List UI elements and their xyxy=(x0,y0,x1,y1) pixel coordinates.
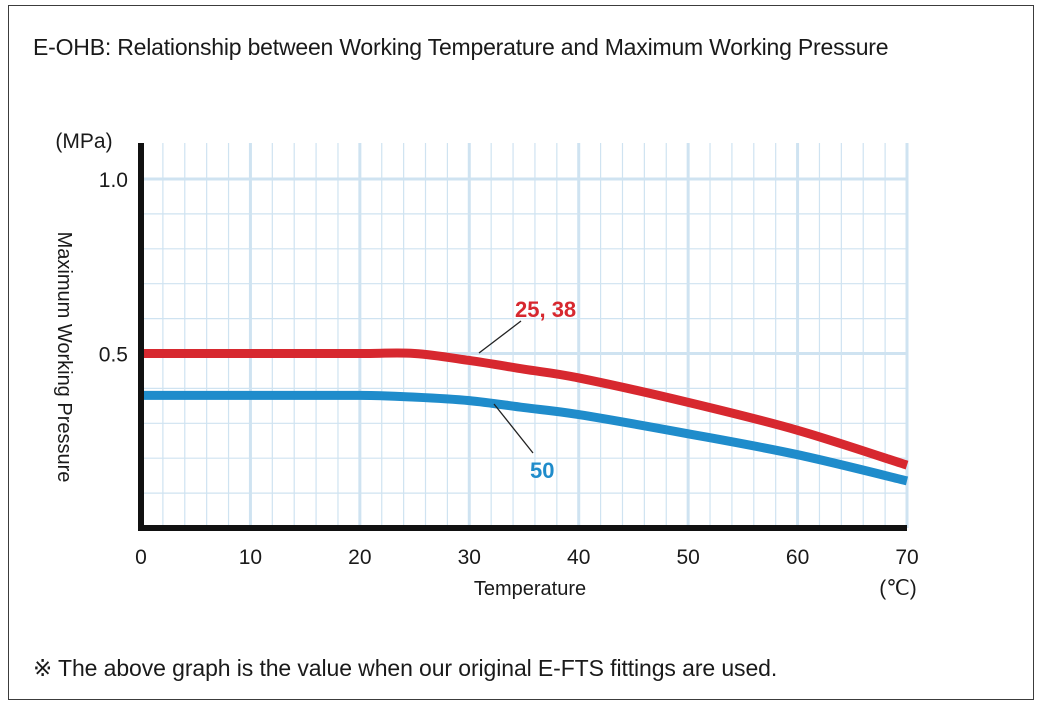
footnote: ※ The above graph is the value when our … xyxy=(33,655,778,681)
grid xyxy=(139,143,909,528)
x-tick-label: 30 xyxy=(458,546,481,569)
x-axis-title: Temperature xyxy=(474,578,586,600)
series-label-1: 50 xyxy=(530,458,554,483)
series-leader-1 xyxy=(493,403,534,454)
labels-layer: 0 10 20 30 40 50 60 70 0.5 1.0 (MPa) (℃) Temperature… xyxy=(53,130,919,600)
x-tick-label: 70 xyxy=(895,546,918,569)
chart-title: E-OHB: Relationship between Working Temp… xyxy=(33,34,889,60)
series-line-1 xyxy=(140,390,909,486)
series-layer xyxy=(140,348,909,486)
axes xyxy=(138,143,907,531)
x-tick-label: 0 xyxy=(135,546,147,569)
series-leader-0 xyxy=(478,320,522,354)
x-tick-label: 60 xyxy=(786,546,809,569)
x-tick-label: 40 xyxy=(567,546,590,569)
x-unit-label: (℃) xyxy=(879,577,917,600)
y-unit-label: (MPa) xyxy=(55,130,112,153)
series-label-0: 25, 38 xyxy=(515,297,576,322)
y-tick-label: 0.5 xyxy=(99,344,128,367)
x-tick-label: 10 xyxy=(239,546,262,569)
chart-frame xyxy=(8,5,1034,700)
x-tick-label: 20 xyxy=(348,546,371,569)
x-tick-label: 50 xyxy=(676,546,699,569)
y-axis-title: Maximum Working Pressure xyxy=(53,232,75,483)
y-tick-label: 1.0 xyxy=(99,169,128,192)
series-line-0 xyxy=(141,348,909,470)
